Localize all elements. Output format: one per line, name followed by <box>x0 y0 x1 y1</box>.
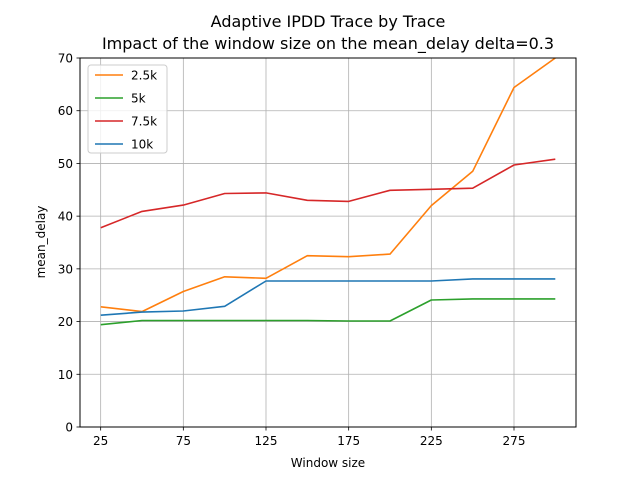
series-lines <box>100 58 556 326</box>
x-axis-label: Window size <box>291 456 365 470</box>
y-axis-ticks: 0 10 20 30 40 50 60 70 <box>58 52 80 435</box>
legend-label: 5k <box>131 92 146 106</box>
series-line-5k <box>100 298 556 326</box>
series-line-10k <box>100 278 556 316</box>
legend-label: 7.5k <box>131 115 157 129</box>
y-tick-label: 20 <box>58 315 73 329</box>
legend-box <box>87 64 168 154</box>
y-tick-label: 40 <box>58 210 73 224</box>
x-axis-ticks: 25 75 125 175 225 275 <box>93 427 525 448</box>
x-tick-label: 25 <box>93 434 108 448</box>
legend-label: 10k <box>131 138 153 152</box>
y-tick-label: 30 <box>58 262 73 276</box>
chart-subtitle: Impact of the window size on the mean_de… <box>102 34 554 54</box>
y-tick-label: 70 <box>58 52 73 66</box>
y-tick-label: 60 <box>58 104 73 118</box>
series-line-2.5k <box>100 58 556 313</box>
legend: 2.5k 5k 7.5k 10k <box>87 64 168 154</box>
series-line-7.5k <box>100 158 556 229</box>
plot-frame <box>79 57 577 428</box>
legend-label: 2.5k <box>131 69 157 83</box>
chart-title: Adaptive IPDD Trace by Trace <box>211 12 446 31</box>
x-tick-label: 275 <box>503 434 526 448</box>
y-tick-label: 0 <box>65 421 73 435</box>
x-tick-label: 75 <box>176 434 191 448</box>
x-tick-label: 225 <box>420 434 443 448</box>
y-tick-label: 10 <box>58 368 73 382</box>
x-tick-label: 125 <box>255 434 278 448</box>
y-axis-label: mean_delay <box>34 206 48 279</box>
y-tick-label: 50 <box>58 157 73 171</box>
x-tick-label: 175 <box>337 434 360 448</box>
